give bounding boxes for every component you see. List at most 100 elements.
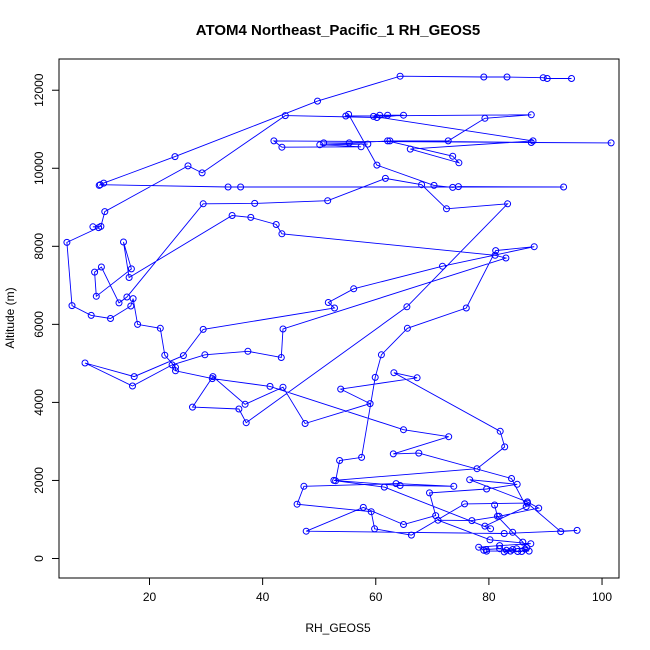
data-point — [403, 324, 411, 332]
data-point — [523, 544, 531, 552]
data-point — [522, 503, 530, 511]
data-point — [450, 482, 458, 490]
data-point — [279, 383, 287, 391]
y-tick-label: 12000 — [32, 73, 46, 107]
data-point — [359, 503, 367, 511]
data-point — [272, 221, 280, 228]
data-point — [415, 449, 423, 457]
data-point — [483, 547, 491, 555]
data-point — [396, 482, 404, 489]
data-point — [278, 143, 286, 151]
data-point — [406, 145, 414, 153]
data-point — [228, 212, 236, 219]
data-point — [127, 302, 135, 310]
data-point — [400, 426, 407, 434]
data-point — [342, 112, 350, 120]
data-point — [302, 527, 310, 535]
data-point — [92, 292, 100, 300]
data-point — [242, 419, 250, 427]
data-point — [384, 137, 392, 145]
data-point — [439, 262, 446, 270]
data-point — [199, 325, 207, 333]
data-point — [251, 199, 259, 207]
data-point — [480, 73, 488, 81]
data-point — [568, 75, 575, 82]
data-point — [358, 453, 366, 461]
data-point — [97, 263, 105, 271]
x-axis-label: RH_GEOS5 — [305, 621, 371, 635]
data-point — [277, 354, 285, 361]
data-point — [396, 72, 404, 80]
data-point — [199, 200, 207, 208]
data-point — [380, 483, 388, 491]
data-point — [501, 443, 509, 451]
data-point — [235, 405, 243, 413]
data-point — [123, 293, 131, 301]
data-point — [496, 545, 504, 553]
data-point — [357, 143, 365, 151]
data-point — [95, 181, 103, 189]
data-point — [444, 137, 452, 145]
data-point — [337, 385, 345, 393]
data-point — [316, 141, 324, 149]
data-point — [101, 208, 109, 216]
data-point — [350, 285, 358, 293]
data-point — [266, 382, 274, 390]
data-point — [455, 159, 463, 167]
data-point — [443, 205, 450, 213]
series-line — [66, 75, 612, 553]
data-point — [63, 238, 71, 246]
data-point — [449, 152, 457, 160]
data-point — [527, 111, 535, 119]
data-point — [483, 485, 491, 493]
data-point — [413, 374, 421, 382]
y-tick-label: 0 — [32, 555, 46, 562]
data-point — [527, 139, 535, 146]
data-point — [373, 161, 381, 169]
plot-area — [63, 72, 615, 556]
data-point — [125, 274, 133, 281]
data-point — [560, 183, 568, 191]
data-point — [607, 139, 615, 147]
data-point — [573, 526, 581, 534]
data-point — [172, 367, 179, 375]
data-point — [244, 347, 252, 355]
data-point — [509, 528, 517, 536]
data-point — [198, 169, 206, 177]
data-point — [301, 420, 309, 427]
data-point — [127, 265, 135, 273]
data-point — [525, 547, 533, 555]
data-point — [179, 352, 187, 360]
data-point — [508, 475, 515, 482]
data-point — [513, 480, 521, 488]
data-point — [426, 489, 433, 497]
data-point — [209, 373, 217, 381]
data-point — [87, 311, 95, 319]
data-point — [324, 299, 332, 306]
data-point — [389, 450, 397, 458]
data-point — [377, 351, 385, 359]
data-point — [364, 140, 372, 148]
data-point — [386, 137, 394, 145]
data-point — [481, 114, 489, 122]
data-point — [407, 531, 415, 539]
data-point — [189, 403, 196, 411]
data-point — [371, 525, 379, 533]
y-axis-label: Altitude (m) — [3, 287, 17, 348]
data-point — [486, 536, 494, 544]
data-point — [237, 183, 245, 191]
data-point — [367, 508, 375, 516]
data-point — [279, 325, 287, 333]
data-point — [224, 183, 232, 191]
y-tick-label: 8000 — [32, 233, 46, 260]
data-point — [161, 351, 169, 359]
data-point — [247, 213, 255, 221]
data-point — [95, 224, 103, 232]
plot-frame — [58, 58, 620, 579]
data-point — [336, 457, 344, 464]
data-point — [81, 359, 89, 367]
data-point — [491, 251, 499, 259]
data-point — [390, 369, 398, 377]
data-point — [281, 112, 289, 120]
